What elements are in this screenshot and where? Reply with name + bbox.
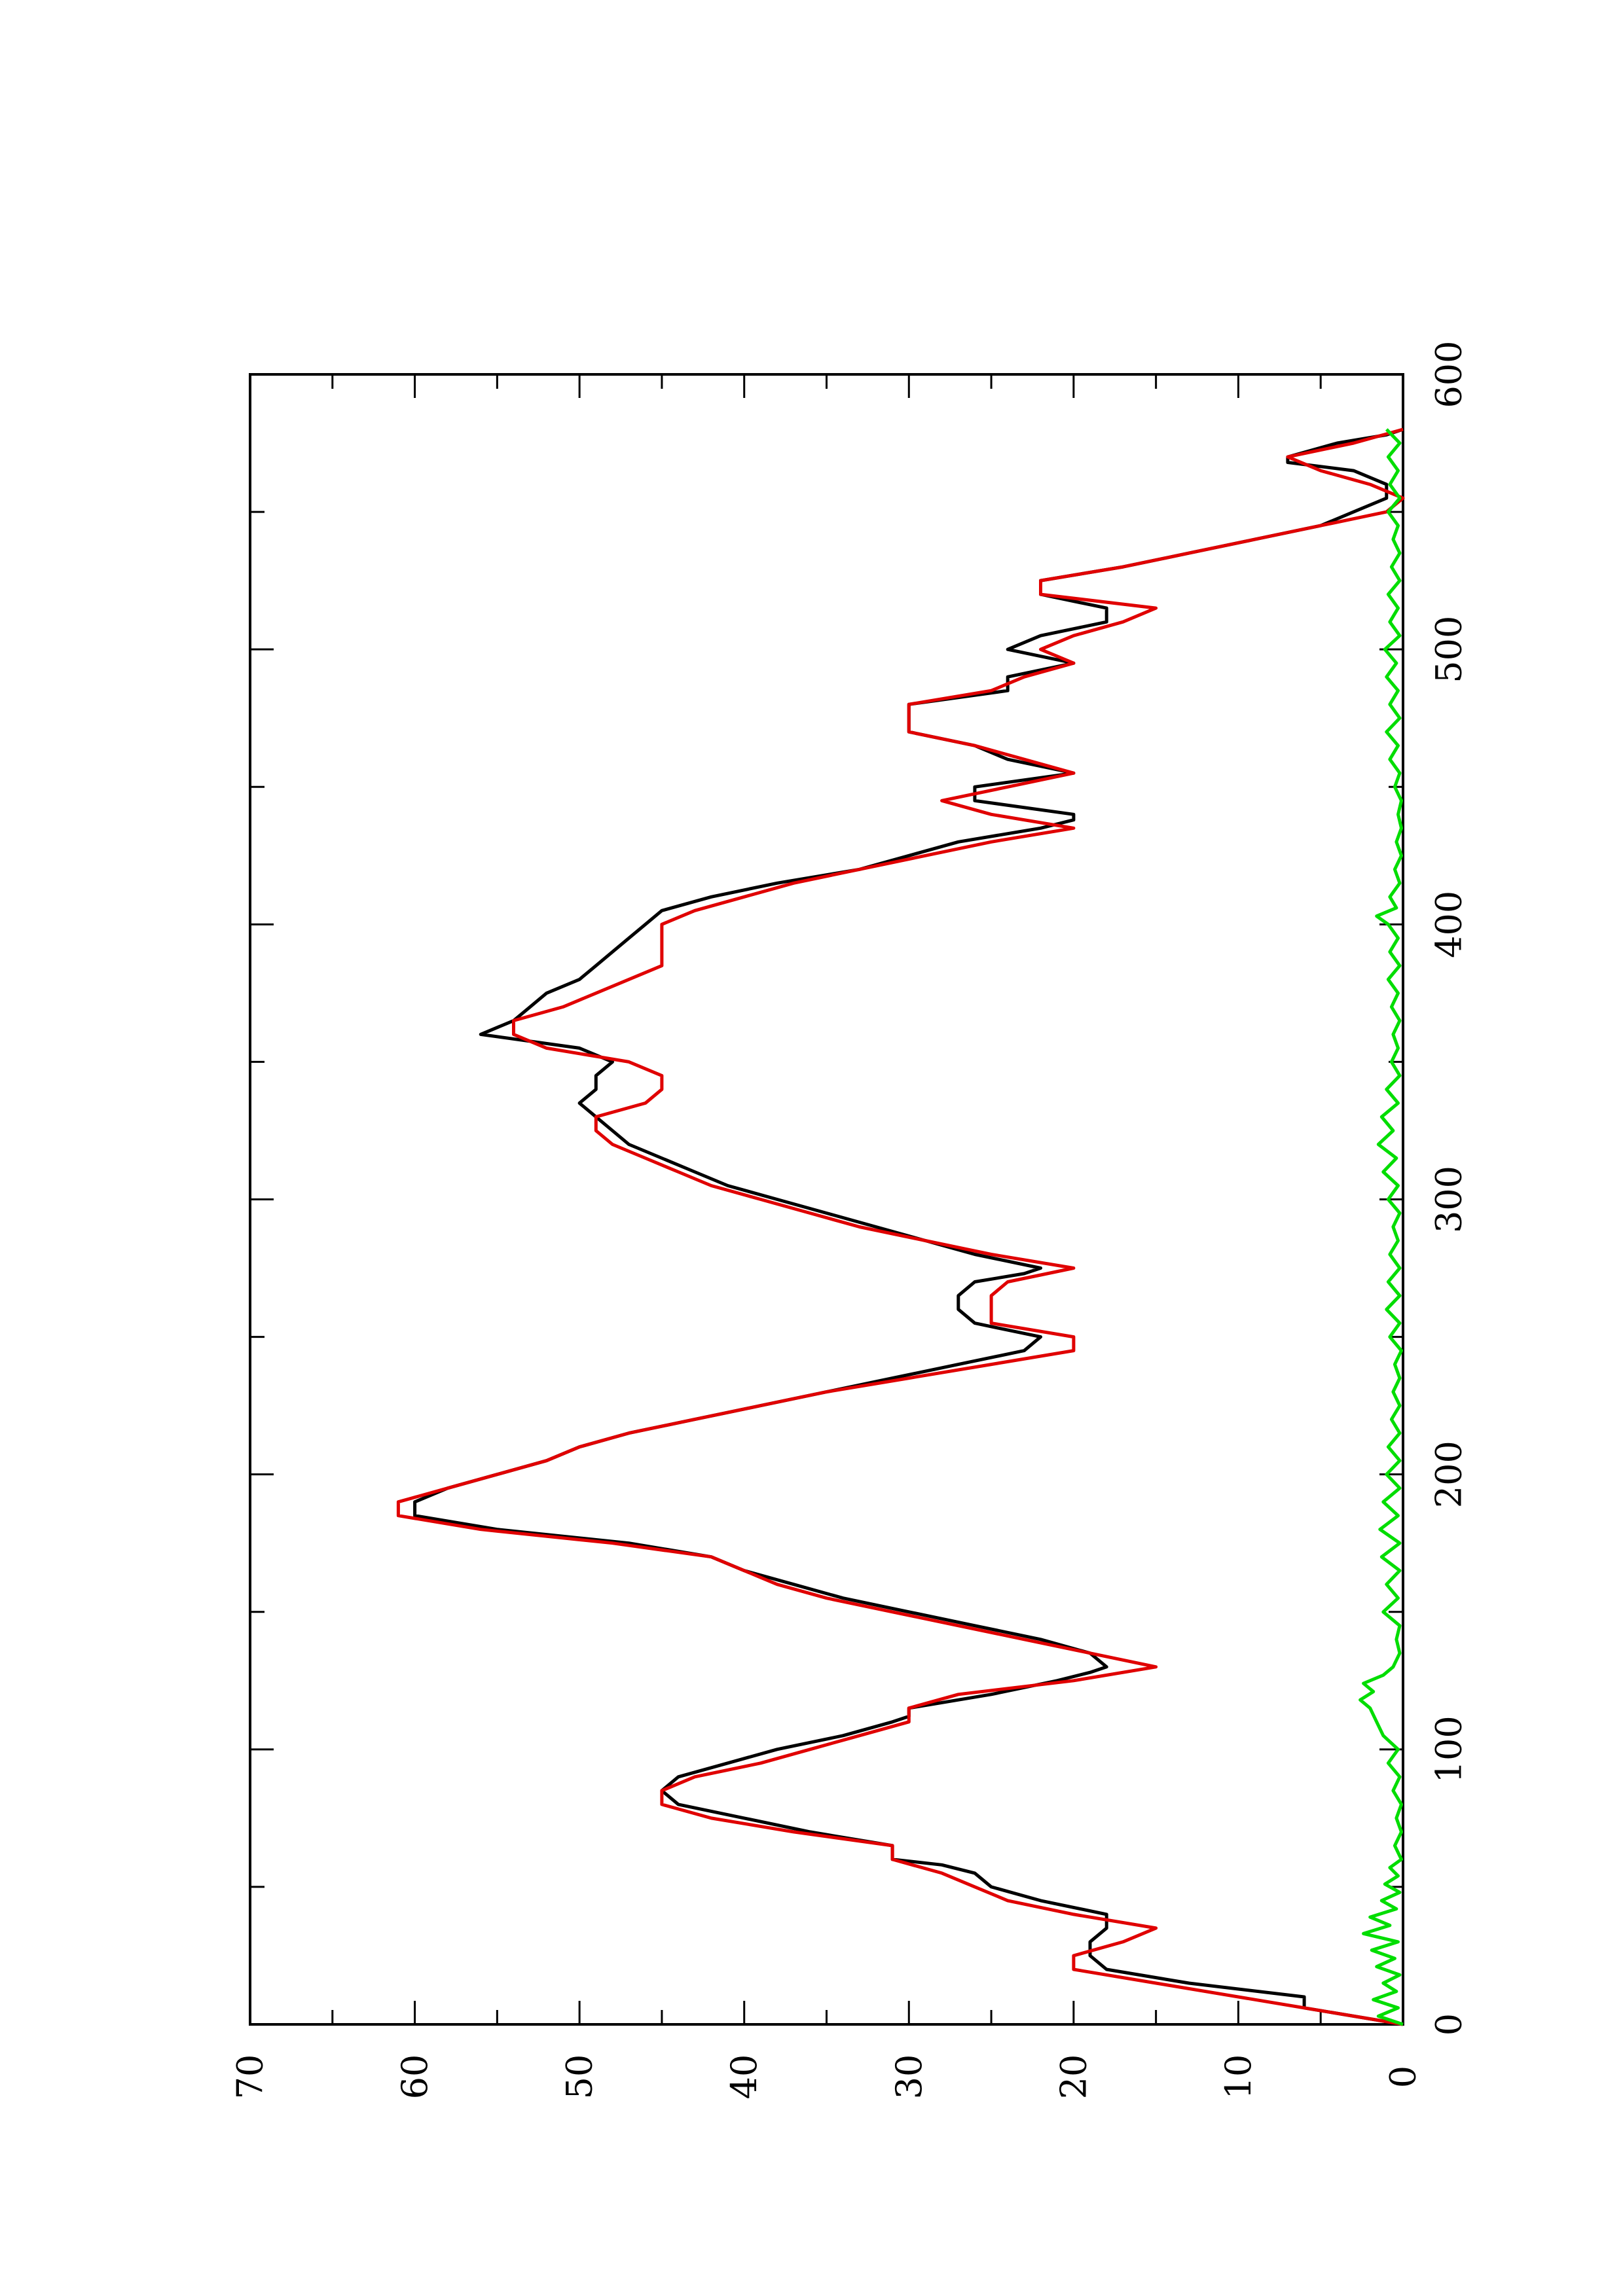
tick-labels: 0 100 200 300 400 500 600 0 10 20 30 40 50 60 70 [230, 340, 1470, 2099]
y-tick-label: 70 [230, 2054, 271, 2100]
x-tick-label: 100 [1429, 1715, 1470, 1783]
black-series-line [413, 427, 1404, 2026]
x-tick-label: 500 [1429, 616, 1470, 683]
y-tick-label: 30 [888, 2054, 930, 2100]
green-series-line [1359, 428, 1404, 2026]
series-lines [396, 427, 1405, 2026]
y-tick-label: 40 [723, 2054, 765, 2100]
x-tick-label: 400 [1429, 891, 1470, 958]
y-tick-label: 50 [559, 2054, 600, 2100]
y-tick-label: 10 [1218, 2054, 1259, 2100]
plot-frame [249, 373, 1404, 2026]
x-tick-label: 200 [1429, 1441, 1470, 1508]
y-tick-label: 20 [1053, 2054, 1094, 2100]
x-tick-label: 0 [1429, 2013, 1470, 2036]
x-tick-label: 600 [1429, 340, 1470, 408]
red-series-line [396, 427, 1405, 2026]
x-tick-label: 300 [1429, 1166, 1470, 1233]
chart-axes [249, 373, 1404, 2026]
y-tick-label: 0 [1383, 2066, 1424, 2088]
y-tick-label: 60 [394, 2054, 435, 2100]
